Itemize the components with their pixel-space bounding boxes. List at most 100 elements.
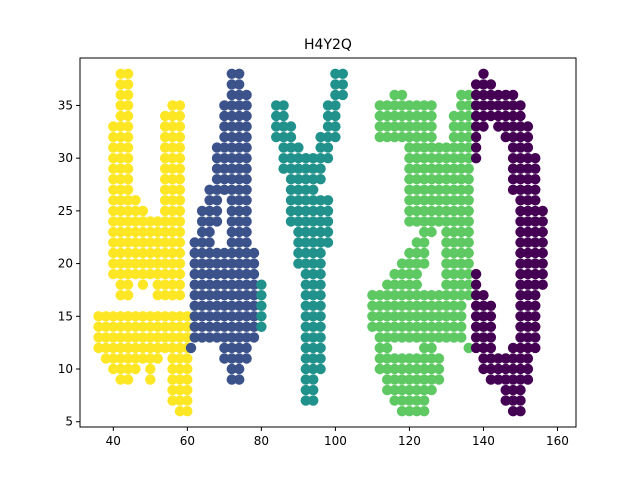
data-point bbox=[115, 131, 126, 143]
data-point bbox=[278, 163, 289, 174]
data-point bbox=[308, 247, 319, 259]
data-point bbox=[167, 142, 178, 153]
data-point bbox=[174, 258, 186, 269]
data-point bbox=[537, 226, 548, 238]
data-point bbox=[530, 258, 541, 269]
data-point bbox=[234, 268, 245, 280]
data-point bbox=[389, 353, 400, 364]
data-point bbox=[404, 216, 415, 227]
data-point bbox=[404, 311, 415, 322]
y-tick-label: 25 bbox=[58, 204, 73, 218]
data-point bbox=[115, 353, 126, 364]
data-point bbox=[174, 163, 186, 174]
data-point bbox=[293, 195, 304, 206]
data-point bbox=[219, 247, 230, 259]
data-point bbox=[404, 332, 415, 343]
data-point bbox=[470, 342, 482, 354]
data-point bbox=[463, 290, 474, 301]
data-point bbox=[234, 300, 245, 311]
data-point bbox=[308, 237, 319, 248]
data-point bbox=[382, 332, 393, 343]
data-point bbox=[441, 195, 452, 206]
data-point bbox=[137, 258, 149, 269]
data-point bbox=[374, 342, 385, 354]
data-point bbox=[100, 332, 112, 343]
data-point bbox=[234, 195, 245, 206]
data-point bbox=[515, 374, 526, 385]
data-point bbox=[256, 321, 267, 332]
data-point bbox=[419, 406, 430, 417]
data-point bbox=[515, 216, 526, 227]
data-point bbox=[115, 279, 126, 290]
data-point bbox=[293, 237, 304, 248]
data-point bbox=[374, 363, 385, 375]
data-point bbox=[196, 226, 208, 238]
data-point bbox=[226, 216, 237, 227]
data-point bbox=[211, 332, 223, 343]
data-point bbox=[463, 131, 474, 143]
data-point bbox=[396, 290, 408, 301]
data-point bbox=[448, 237, 460, 248]
data-point bbox=[152, 268, 163, 280]
data-point bbox=[234, 110, 245, 122]
data-point bbox=[522, 237, 534, 248]
data-point bbox=[300, 195, 311, 206]
data-point bbox=[122, 195, 134, 206]
data-point bbox=[500, 353, 511, 364]
data-point bbox=[234, 121, 245, 132]
data-point bbox=[285, 195, 297, 206]
data-point bbox=[456, 153, 467, 164]
data-point bbox=[204, 258, 215, 269]
data-point bbox=[248, 332, 260, 343]
data-point bbox=[234, 258, 245, 269]
data-point bbox=[515, 290, 526, 301]
data-point bbox=[463, 216, 474, 227]
data-point bbox=[308, 384, 319, 396]
data-point bbox=[322, 226, 334, 238]
data-point bbox=[108, 226, 119, 238]
data-point bbox=[374, 100, 385, 111]
data-point bbox=[419, 195, 430, 206]
data-point bbox=[300, 321, 311, 332]
data-point bbox=[182, 374, 193, 385]
data-point bbox=[204, 226, 215, 238]
data-point bbox=[404, 131, 415, 143]
data-point bbox=[478, 100, 489, 111]
series-4 bbox=[470, 68, 548, 417]
data-point bbox=[278, 153, 289, 164]
data-point bbox=[411, 184, 422, 195]
data-point bbox=[493, 89, 504, 101]
data-point bbox=[382, 353, 393, 364]
data-point bbox=[100, 311, 112, 322]
data-point bbox=[204, 205, 215, 217]
data-point bbox=[456, 332, 467, 343]
data-point bbox=[211, 163, 223, 174]
data-point bbox=[411, 395, 422, 406]
data-point bbox=[300, 279, 311, 290]
data-point bbox=[315, 247, 326, 259]
data-point bbox=[448, 142, 460, 153]
data-point bbox=[308, 363, 319, 375]
data-point bbox=[167, 321, 178, 332]
data-point bbox=[411, 205, 422, 217]
data-point bbox=[441, 226, 452, 238]
data-point bbox=[411, 300, 422, 311]
data-point bbox=[137, 237, 149, 248]
data-point bbox=[515, 321, 526, 332]
data-point bbox=[367, 321, 378, 332]
data-point bbox=[300, 247, 311, 259]
data-point bbox=[145, 374, 156, 385]
data-point bbox=[219, 131, 230, 143]
data-point bbox=[419, 342, 430, 354]
data-point bbox=[463, 121, 474, 132]
data-point bbox=[493, 121, 504, 132]
data-point bbox=[456, 237, 467, 248]
data-point bbox=[411, 332, 422, 343]
data-point bbox=[337, 89, 348, 101]
data-point bbox=[137, 216, 149, 227]
data-point bbox=[115, 121, 126, 132]
data-point bbox=[122, 342, 134, 354]
data-point bbox=[174, 353, 186, 364]
data-point bbox=[211, 247, 223, 259]
data-point bbox=[159, 258, 171, 269]
